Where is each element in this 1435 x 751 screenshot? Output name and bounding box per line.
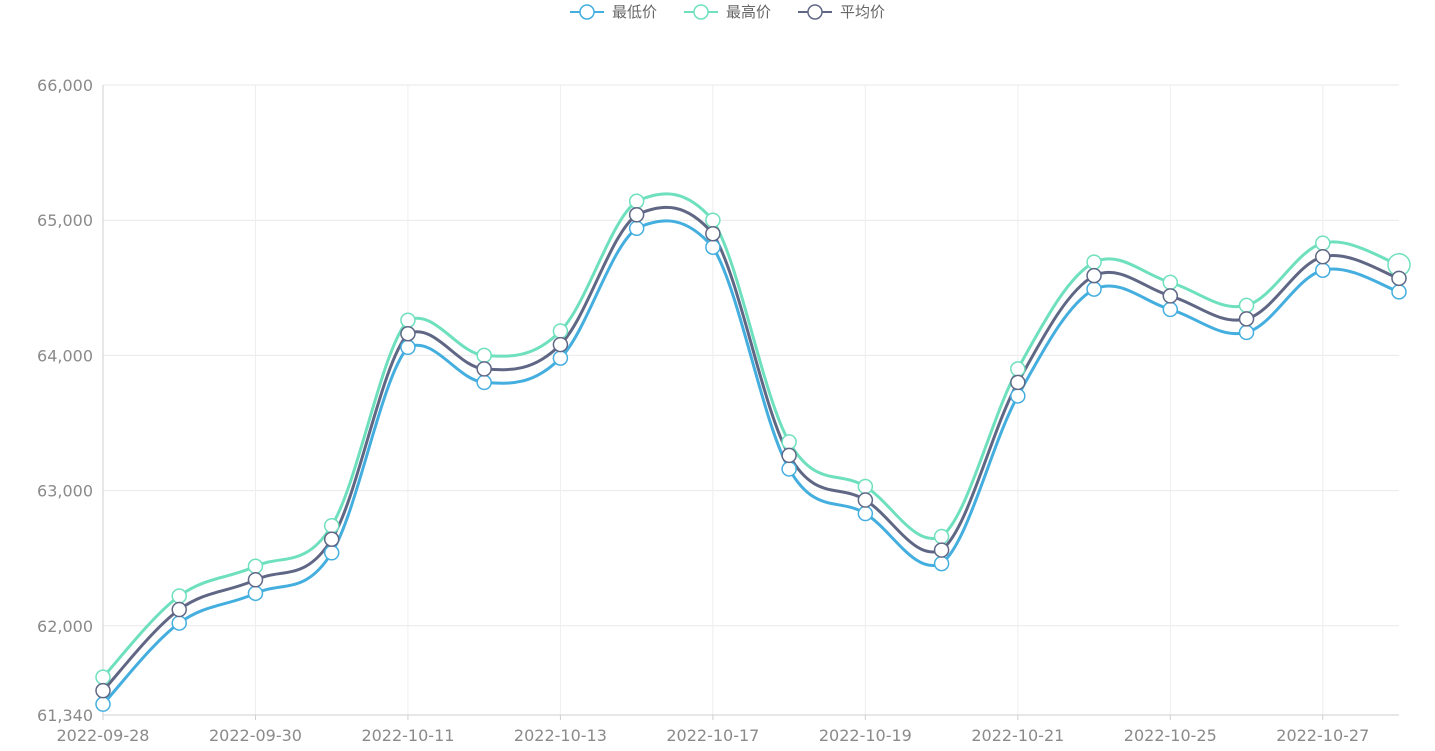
data-point[interactable] [933, 528, 950, 545]
x-tick-label: 2022-09-30 [209, 726, 302, 745]
data-point[interactable] [1010, 388, 1026, 404]
data-point[interactable] [1086, 281, 1102, 297]
x-tick-label: 2022-10-27 [1276, 726, 1369, 745]
x-tick-label: 2022-10-21 [971, 726, 1064, 745]
data-point[interactable] [1238, 311, 1255, 327]
data-point[interactable] [247, 558, 264, 575]
data-point[interactable] [323, 545, 340, 561]
chart-legend[interactable]: 最低价 最高价 平均价 [570, 3, 885, 21]
data-point[interactable] [400, 326, 416, 342]
data-point[interactable] [95, 682, 111, 699]
data-point[interactable] [857, 492, 874, 508]
data-point[interactable] [628, 220, 645, 237]
data-point[interactable] [1238, 297, 1255, 314]
x-tick-label: 2022-10-19 [819, 726, 912, 745]
data-point[interactable] [857, 478, 874, 495]
x-tick-label: 2022-10-13 [514, 726, 607, 745]
chart-axes [102, 85, 1399, 720]
data-point[interactable] [933, 555, 950, 572]
chart-grid [103, 84, 1399, 715]
data-point[interactable] [857, 505, 874, 522]
data-point[interactable] [552, 350, 569, 366]
data-point[interactable] [1010, 361, 1026, 377]
data-point[interactable] [1010, 374, 1026, 391]
legend-marker [579, 4, 595, 20]
data-point[interactable] [705, 225, 721, 242]
data-point[interactable] [1315, 248, 1331, 265]
legend-item[interactable]: 最低价 [570, 3, 657, 21]
data-point[interactable] [171, 615, 187, 631]
data-point[interactable] [1391, 270, 1407, 287]
data-point[interactable] [1162, 301, 1179, 318]
data-point[interactable] [95, 696, 111, 712]
data-point[interactable] [95, 669, 111, 685]
chart-series [95, 192, 1411, 712]
data-point[interactable] [400, 312, 416, 328]
data-point[interactable] [1162, 288, 1179, 304]
data-point[interactable] [933, 542, 950, 558]
x-tick-label: 2022-10-11 [361, 726, 454, 745]
data-point[interactable] [628, 193, 645, 210]
data-point[interactable] [1162, 274, 1179, 291]
data-point[interactable] [400, 339, 416, 356]
y-tick-label: 62,000 [37, 617, 93, 636]
data-point[interactable] [1238, 324, 1255, 341]
series-line [101, 192, 1400, 679]
legend-marker [693, 4, 709, 20]
y-tick-label: 61,340 [37, 706, 93, 725]
x-tick-label: 2022-10-25 [1124, 726, 1217, 745]
data-point[interactable] [476, 374, 492, 391]
series-line [101, 219, 1400, 706]
data-point[interactable] [1086, 254, 1102, 270]
legend-item[interactable]: 最高价 [684, 3, 771, 21]
data-point[interactable] [323, 531, 340, 547]
x-tick-label: 2022-09-28 [57, 726, 150, 745]
data-point[interactable] [1086, 267, 1102, 284]
data-point[interactable] [1315, 262, 1331, 278]
legend-label: 最高价 [726, 3, 771, 21]
data-point[interactable] [552, 336, 569, 353]
data-point[interactable] [171, 588, 187, 604]
legend-label: 最低价 [612, 3, 657, 21]
data-point[interactable] [476, 347, 492, 364]
legend-marker [807, 4, 823, 20]
data-point[interactable] [1391, 284, 1407, 300]
data-point[interactable] [476, 361, 492, 377]
y-tick-label: 63,000 [37, 482, 93, 501]
series-line [101, 205, 1400, 692]
data-point[interactable] [171, 601, 187, 618]
y-tick-label: 65,000 [37, 211, 93, 230]
data-point[interactable] [247, 572, 264, 588]
legend-label: 平均价 [840, 3, 885, 21]
y-tick-label: 64,000 [37, 346, 93, 365]
y-tick-label: 66,000 [37, 76, 93, 95]
data-point[interactable] [781, 447, 797, 464]
data-point[interactable] [781, 434, 797, 450]
x-tick-label: 2022-10-17 [666, 726, 759, 745]
data-point[interactable] [323, 517, 340, 534]
data-point[interactable] [628, 207, 645, 223]
chart-tick-labels: 61,340 62,000 63,000 64,000 65,000 66,000 2022… [37, 76, 1369, 745]
data-point[interactable] [705, 212, 721, 228]
data-point[interactable] [705, 239, 721, 255]
data-point[interactable] [247, 585, 264, 602]
data-point[interactable] [552, 323, 569, 339]
data-point[interactable] [781, 461, 797, 477]
data-point[interactable] [1315, 235, 1331, 251]
legend-item[interactable]: 平均价 [798, 3, 885, 21]
